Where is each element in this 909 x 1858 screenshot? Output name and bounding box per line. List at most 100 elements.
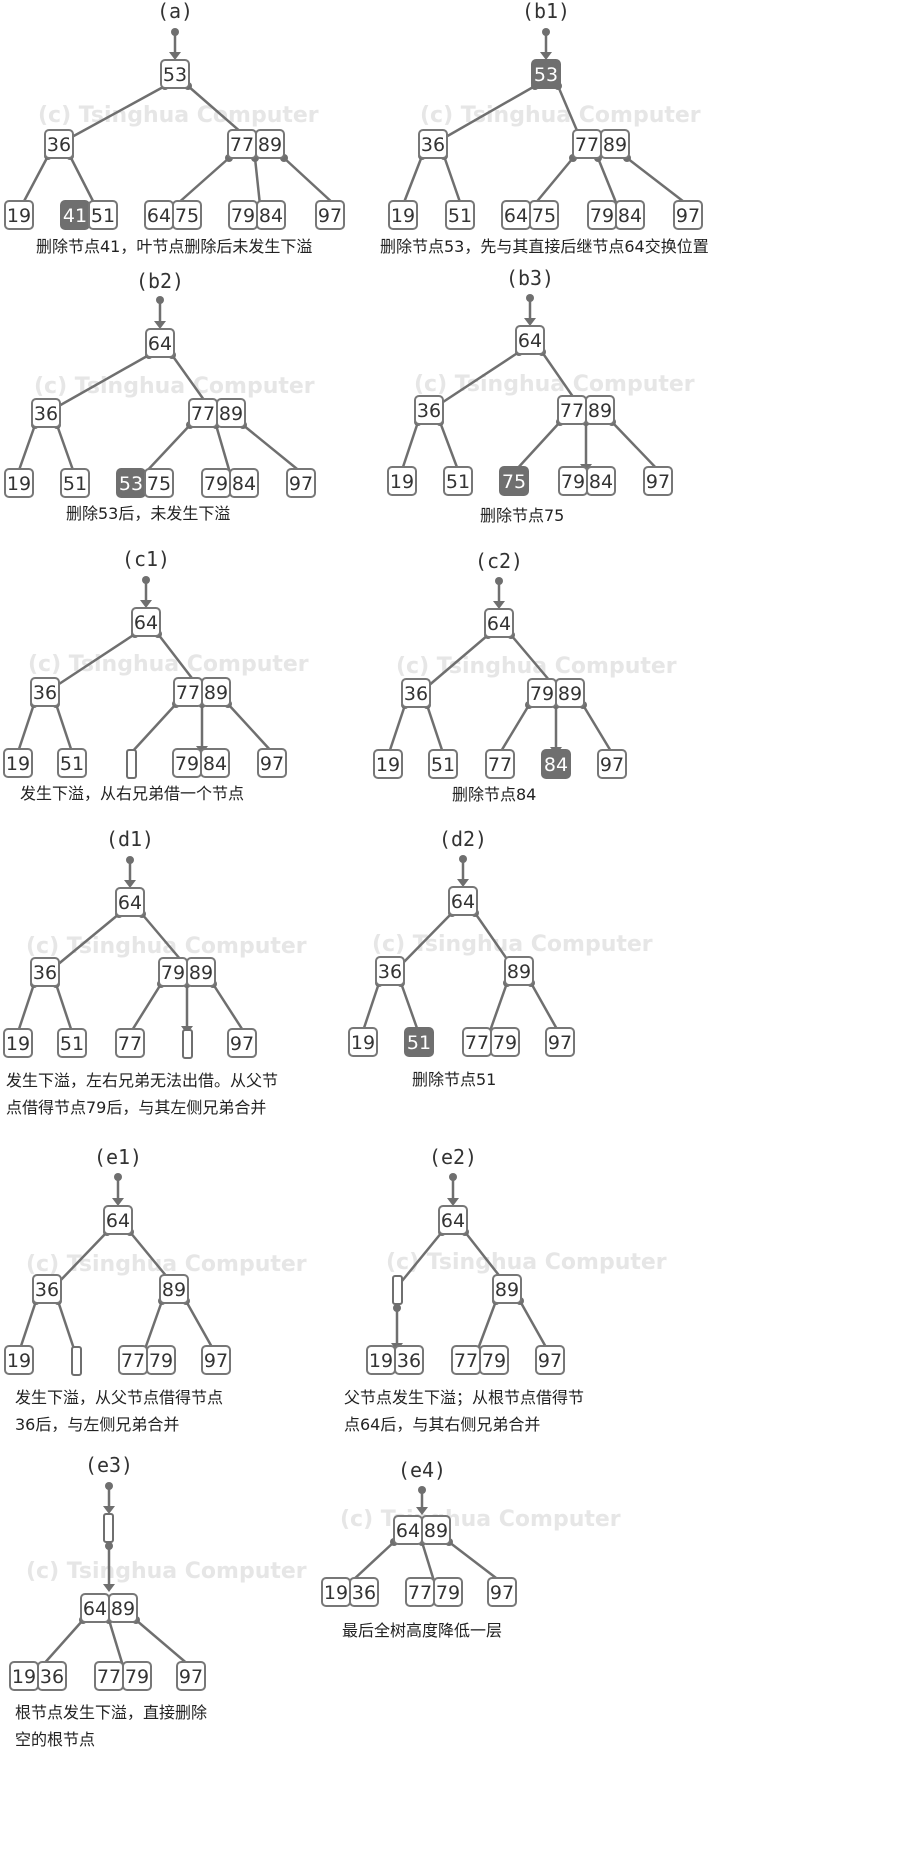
watermark: (c) Tsinghua Computer <box>372 932 653 957</box>
node-key <box>88 200 118 230</box>
key-label: 75 <box>175 205 199 227</box>
key-label: 19 <box>369 1350 393 1372</box>
key-label: 84 <box>544 754 568 776</box>
edge <box>175 157 230 206</box>
key-label: 84 <box>232 473 256 495</box>
panel-label: (c1) <box>122 547 170 571</box>
key-label: 89 <box>189 962 213 984</box>
key-label: 53 <box>163 64 187 86</box>
node-key <box>60 468 90 498</box>
node-key <box>615 200 645 230</box>
key-label: 97 <box>204 1350 228 1372</box>
panel-e4: (c) Tsinghua Computer (e4) 64 89 19 36 7… <box>321 1458 621 1640</box>
caption: 发生下溢，从右兄弟借一个节点 <box>20 784 244 803</box>
key-label: 64 <box>147 205 171 227</box>
node-key <box>373 749 403 779</box>
panel-label: (e3) <box>85 1453 133 1477</box>
node-key <box>30 677 60 707</box>
empty-underflow-node <box>71 1346 82 1376</box>
node-key <box>186 957 216 987</box>
node-key <box>57 1028 87 1058</box>
watermark: (c) Tsinghua Computer <box>386 1250 667 1275</box>
node-key <box>586 466 616 496</box>
node-key <box>4 468 34 498</box>
key-label: 77 <box>176 682 200 704</box>
panel-e3: (c) Tsinghua Computer (e3) 64 89 19 36 7… <box>9 1453 307 1749</box>
key-label: 89 <box>258 134 282 156</box>
node-key <box>388 200 418 230</box>
node-key <box>4 200 34 230</box>
node-key <box>418 129 448 159</box>
key-label: 51 <box>446 471 470 493</box>
watermark: (c) Tsinghua Computer <box>26 1559 307 1584</box>
node-key <box>57 748 87 778</box>
node-key <box>555 678 585 708</box>
key-label: 19 <box>7 473 31 495</box>
key-label: 64 <box>441 1210 465 1232</box>
key-label: 51 <box>60 753 84 775</box>
node-key <box>315 200 345 230</box>
key-label: 79 <box>482 1350 506 1372</box>
key-label: 89 <box>111 1598 135 1620</box>
node-key <box>643 466 673 496</box>
key-label: 36 <box>33 682 57 704</box>
key-label: 89 <box>424 1520 448 1542</box>
key-label: 64 <box>518 330 542 352</box>
watermark: (c) Tsinghua Computer <box>28 652 309 677</box>
key-label: 64 <box>148 333 172 355</box>
key-label: 19 <box>6 1033 30 1055</box>
panel-a: (c) Tsinghua Computer (a) 53 36 77 89 19… <box>4 0 345 256</box>
key-label: 89 <box>603 134 627 156</box>
key-label: 19 <box>6 753 30 775</box>
empty-underflow-node <box>182 1029 193 1059</box>
entry-arrowhead <box>169 52 181 60</box>
key-label: 89 <box>162 1279 186 1301</box>
key-label: 51 <box>60 1033 84 1055</box>
key-label: 36 <box>378 961 402 983</box>
key-label: 36 <box>421 134 445 156</box>
node-key <box>492 1274 522 1304</box>
key-label: 51 <box>407 1032 431 1054</box>
key-label: 77 <box>575 134 599 156</box>
key-label: 36 <box>404 683 428 705</box>
panel-label: (e4) <box>398 1458 446 1482</box>
panel-label: (d2) <box>439 827 487 851</box>
caption: 发生下溢，左右兄弟无法出借。从父节 <box>6 1071 278 1090</box>
node-key-highlighted <box>404 1027 434 1057</box>
panel-d2: (c) Tsinghua Computer (d2) 64 36 89 19 5… <box>348 827 653 1089</box>
node-key <box>445 200 475 230</box>
key-label: 89 <box>495 1279 519 1301</box>
key-label: 97 <box>538 1350 562 1372</box>
node-key <box>535 1345 565 1375</box>
node-key <box>401 678 431 708</box>
key-label: 51 <box>431 754 455 776</box>
caption: 删除节点53，先与其直接后继节点64交换位置 <box>380 237 709 256</box>
panel-label: (e1) <box>94 1145 142 1169</box>
panel-label: (d1) <box>106 827 154 851</box>
key-label: 51 <box>448 205 472 227</box>
key-label: 77 <box>488 754 512 776</box>
key-label: 19 <box>12 1666 36 1688</box>
empty-root-node <box>103 1513 114 1543</box>
key-label: 97 <box>179 1666 203 1688</box>
node-key <box>32 1274 62 1304</box>
node-key <box>529 200 559 230</box>
key-label: 77 <box>97 1666 121 1688</box>
panel-b2: (c) Tsinghua Computer (b2) 64 36 77 89 1… <box>4 269 316 523</box>
key-label: 79 <box>231 205 255 227</box>
key-label: 51 <box>63 473 87 495</box>
key-label: 97 <box>646 471 670 493</box>
node-key <box>485 749 515 779</box>
node-key <box>227 1028 257 1058</box>
caption: 父节点发生下溢；从根节点借得节 <box>344 1388 584 1407</box>
node-key <box>103 1205 133 1235</box>
key-label: 53 <box>534 64 558 86</box>
key-label: 64 <box>451 891 475 913</box>
key-label: 97 <box>260 753 284 775</box>
key-label: 41 <box>63 205 87 227</box>
node-key <box>200 748 230 778</box>
key-label: 77 <box>191 403 215 425</box>
key-label: 89 <box>588 400 612 422</box>
node-key <box>146 1345 176 1375</box>
node-key-highlighted <box>541 749 571 779</box>
